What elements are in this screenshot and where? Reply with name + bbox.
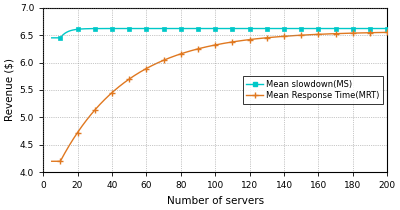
Y-axis label: Revenue ($): Revenue ($) <box>4 58 14 121</box>
X-axis label: Number of servers: Number of servers <box>167 196 264 206</box>
Legend: Mean slowdown(MS), Mean Response Time(MRT): Mean slowdown(MS), Mean Response Time(MR… <box>243 76 383 104</box>
